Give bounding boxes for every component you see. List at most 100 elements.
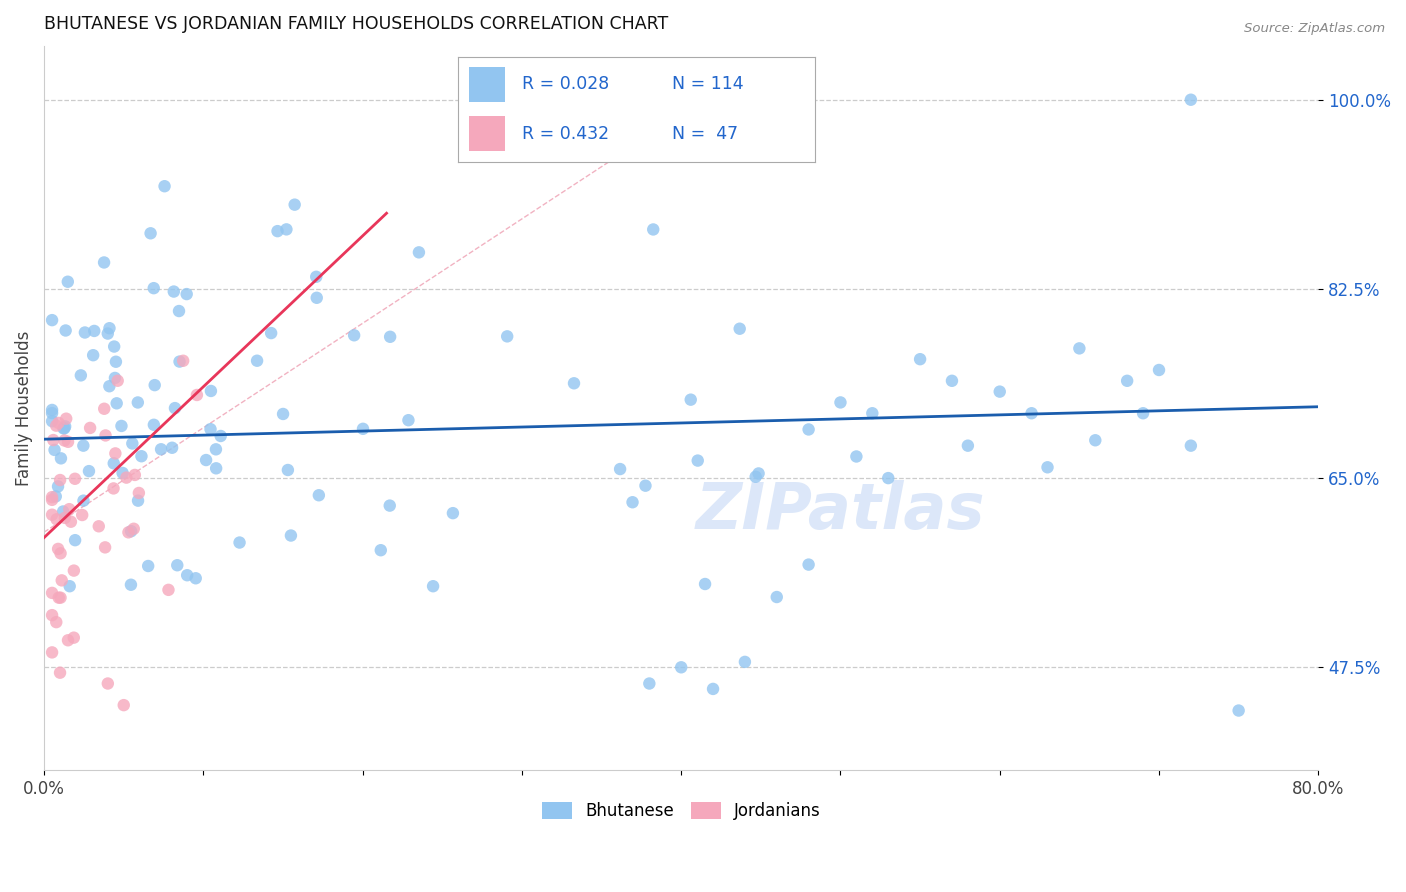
Point [51, 574, 73, 588]
Point [122, 522, 145, 536]
Point [48, 591, 70, 605]
Point [877, 471, 900, 485]
Point [117, 525, 139, 540]
Point [167, 304, 190, 318]
Point [41, 645, 63, 659]
Point [83, 324, 105, 338]
Point [128, 486, 150, 500]
Point [209, 429, 232, 443]
Point [63, 533, 86, 548]
Point [103, 456, 125, 470]
Point [139, 227, 162, 241]
Point [94, 428, 117, 442]
Point [1084, 434, 1107, 448]
Point [62, 631, 84, 645]
Point [45, 615, 67, 629]
Point [860, 406, 883, 420]
Point [370, 543, 392, 558]
Point [104, 371, 127, 385]
Point [200, 384, 222, 398]
Point [153, 179, 176, 194]
Point [422, 579, 444, 593]
Point [163, 401, 186, 416]
Point [702, 681, 724, 696]
Point [205, 461, 228, 475]
Point [941, 374, 963, 388]
Point [228, 535, 250, 549]
Legend: Bhutanese, Jordanians: Bhutanese, Jordanians [536, 796, 827, 827]
Point [305, 269, 328, 284]
Point [98, 321, 121, 335]
Point [988, 384, 1011, 399]
Point [72, 439, 94, 453]
Point [277, 463, 299, 477]
Point [77, 464, 100, 478]
Point [53, 434, 76, 448]
Point [41, 313, 63, 327]
Point [143, 378, 166, 392]
Point [56, 434, 79, 449]
Point [59, 579, 82, 593]
Point [49, 451, 72, 466]
Point [845, 450, 868, 464]
Point [112, 698, 135, 713]
Point [53, 421, 76, 435]
Point [111, 466, 134, 480]
Point [41, 608, 63, 623]
Point [378, 330, 401, 344]
Point [48, 416, 70, 430]
Point [284, 197, 307, 211]
Point [56, 633, 79, 648]
Point [49, 546, 72, 560]
Point [55, 324, 77, 338]
Point [124, 467, 146, 482]
Point [634, 478, 657, 492]
Point [195, 453, 218, 467]
Point [1021, 406, 1043, 420]
Point [79, 421, 101, 435]
Point [56, 275, 79, 289]
Point [41, 492, 63, 507]
Point [184, 571, 207, 585]
Point [103, 482, 125, 496]
Point [41, 414, 63, 428]
Point [1227, 704, 1250, 718]
Point [104, 446, 127, 460]
Point [1180, 93, 1202, 107]
Point [98, 379, 121, 393]
Point [734, 655, 756, 669]
Point [1069, 342, 1091, 356]
Point [121, 436, 143, 450]
Point [728, 322, 751, 336]
Point [115, 470, 138, 484]
Point [127, 493, 149, 508]
Point [55, 411, 77, 425]
Point [63, 472, 86, 486]
Point [45, 418, 67, 433]
Point [142, 417, 165, 432]
Point [97, 676, 120, 690]
Point [378, 499, 401, 513]
Point [120, 578, 142, 592]
Point [107, 374, 129, 388]
Point [104, 355, 127, 369]
Point [686, 453, 709, 467]
Point [305, 291, 328, 305]
Point [53, 419, 76, 434]
Point [46, 541, 69, 556]
Point [52, 421, 75, 435]
Point [797, 558, 820, 572]
Point [643, 222, 665, 236]
Point [94, 541, 117, 555]
Point [41, 508, 63, 522]
Point [748, 467, 770, 481]
Point [157, 582, 180, 597]
Point [45, 512, 67, 526]
Point [1116, 374, 1139, 388]
Point [73, 326, 96, 340]
Point [127, 395, 149, 409]
Point [908, 352, 931, 367]
Text: BHUTANESE VS JORDANIAN FAMILY HOUSEHOLDS CORRELATION CHART: BHUTANESE VS JORDANIAN FAMILY HOUSEHOLDS… [44, 15, 668, 33]
Point [496, 329, 519, 343]
Point [103, 340, 125, 354]
